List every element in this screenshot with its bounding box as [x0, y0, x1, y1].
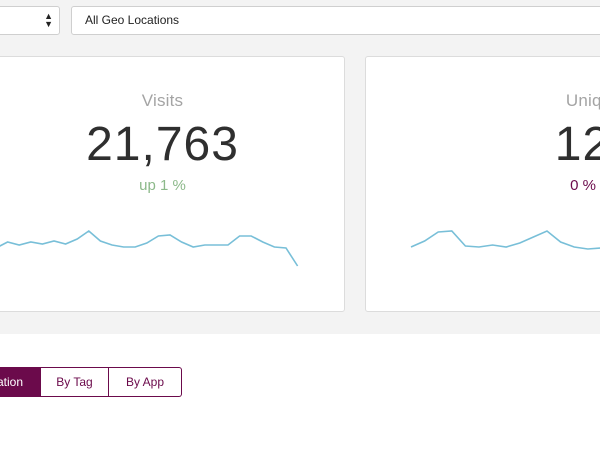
tab-by-location[interactable]: ation: [0, 367, 41, 397]
unique-visitors-card: Unique Vi 12,3 0 %: [365, 56, 600, 312]
breakdown-tabs: ation By Tag By App: [0, 367, 182, 397]
metrics-band: Visits 21,763 up 1 % Unique Vi 12,3 0 %: [0, 44, 600, 334]
geo-location-select[interactable]: All Geo Locations: [71, 6, 600, 35]
visits-sparkline-line: [0, 229, 299, 267]
select-arrows-icon: ▲ ▼: [44, 11, 53, 29]
tab-by-tag[interactable]: By Tag: [41, 367, 109, 397]
visits-change: up 1 %: [139, 177, 186, 194]
unique-visitors-change: 0 %: [570, 177, 596, 194]
visits-value: 21,763: [86, 118, 239, 171]
visits-title: Visits: [141, 91, 184, 110]
filter-bar: ▲ ▼ All Geo Locations: [0, 0, 600, 44]
unique-visitors-sparkline-line: [410, 230, 600, 250]
filter-select[interactable]: ▲ ▼: [0, 6, 60, 35]
tab-by-app[interactable]: By App: [109, 367, 182, 397]
unique-visitors-sparkline: [410, 230, 600, 250]
unique-visitors-value: 12,3: [554, 118, 600, 171]
geo-location-select-value: All Geo Locations: [85, 13, 180, 27]
unique-visitors-title: Unique Vi: [565, 91, 600, 110]
visits-card: Visits 21,763 up 1 %: [0, 56, 345, 312]
visits-sparkline: [0, 229, 299, 267]
